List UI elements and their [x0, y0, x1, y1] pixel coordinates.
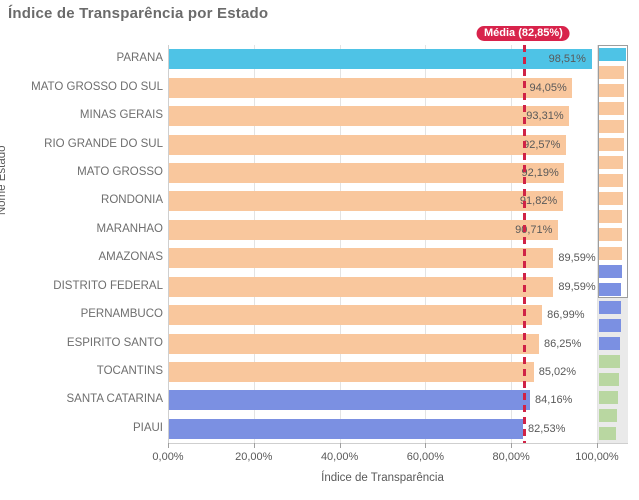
bar-amazonas[interactable] — [169, 248, 554, 269]
category-label-mato-grosso-do-sul: MATO GROSSO DO SUL — [31, 80, 163, 93]
minimap-bar — [599, 137, 624, 152]
minimap-bar — [599, 246, 622, 260]
minimap-bar — [599, 373, 619, 387]
gridline — [511, 45, 513, 443]
bar-value-label: 94,05% — [529, 81, 567, 94]
bar-value-label: 89,59% — [558, 280, 596, 293]
x-tick-label: 20,00% — [235, 451, 273, 463]
x-tick-mark — [168, 443, 169, 448]
x-tick-mark — [339, 443, 341, 448]
minimap-bar — [599, 47, 626, 61]
category-label-piaui: PIAUI — [132, 421, 163, 434]
category-label-minas-gerais: MINAS GERAIS — [79, 109, 163, 122]
category-label-distrito-federal: DISTRITO FEDERAL — [53, 279, 163, 292]
bar-value-label: 90,71% — [515, 223, 553, 236]
bar-value-label: 84,16% — [535, 394, 573, 407]
bar-value-label: 86,99% — [547, 309, 585, 322]
bar-rondonia[interactable] — [169, 191, 563, 212]
x-tick-mark — [425, 443, 427, 448]
minimap-bar — [599, 300, 621, 314]
minimap-bar — [599, 192, 624, 206]
minimap-bar — [599, 174, 624, 188]
minimap-scrollbar[interactable] — [598, 45, 628, 444]
bar-value-label: 85,02% — [538, 365, 577, 378]
category-label-mato-grosso: MATO GROSSO — [77, 165, 163, 178]
minimap-bar — [599, 156, 624, 170]
minimap-bar — [599, 409, 617, 423]
bar-mato-grosso[interactable] — [169, 162, 565, 183]
minimap-bar — [599, 101, 624, 115]
bar-parana[interactable] — [169, 49, 592, 70]
bar-value-label: 92,19% — [521, 166, 559, 179]
category-label-rio-grande-do-sul: RIO GRANDE DO SUL — [44, 137, 163, 150]
gridline — [253, 45, 255, 443]
minimap-bar — [599, 282, 622, 296]
x-tick-label: 40,00% — [320, 451, 359, 463]
bar-value-label: 93,31% — [526, 110, 564, 123]
minimap-bar — [599, 427, 616, 441]
minimap-bar — [599, 355, 620, 369]
chart-title: Índice de Transparência por Estado — [8, 5, 269, 22]
bar-value-label: 82,53% — [528, 422, 566, 435]
minimap-bar — [599, 318, 621, 332]
x-tick-label: 0,00% — [152, 451, 184, 463]
bar-value-label: 86,25% — [544, 337, 582, 350]
minimap-bar — [599, 228, 623, 242]
x-axis-title: Índice de Transparência — [321, 472, 444, 484]
bar-distrito-federal[interactable] — [169, 276, 554, 297]
mean-reference-line — [522, 45, 526, 443]
bar-maranhao[interactable] — [169, 219, 559, 240]
bar-value-label: 89,59% — [558, 252, 596, 265]
x-tick-mark — [511, 443, 513, 448]
category-label-santa-catarina: SANTA CATARINA — [66, 393, 164, 406]
minimap-bar — [599, 119, 624, 133]
plot-area: 98,51% 94,05% 93,31% 92,57% 92,19% 91,82% 90,7… — [168, 45, 598, 444]
category-label-pernambuco: PERNAMBUCO — [80, 308, 163, 321]
mean-badge: Média (82,85%) — [476, 26, 570, 41]
x-tick-label: 60,00% — [406, 451, 445, 463]
gridline — [339, 45, 341, 443]
minimap-bar — [599, 264, 622, 278]
bar-value-label: 98,51% — [548, 53, 586, 66]
minimap-bar — [599, 65, 625, 79]
category-label-espirito-santo: ESPIRITO SANTO — [66, 336, 163, 349]
gridline — [425, 45, 427, 443]
category-label-amazonas: AMAZONAS — [98, 251, 163, 264]
bar-mato-grosso-do-sul[interactable] — [169, 77, 573, 98]
bar-espirito-santo[interactable] — [169, 333, 539, 354]
bar-minas-gerais[interactable] — [169, 106, 570, 127]
minimap-bar — [599, 391, 618, 405]
bar-value-label: 91,82% — [519, 195, 558, 208]
bar-santa-catarina[interactable] — [169, 390, 531, 411]
category-label-maranhao: MARANHAO — [96, 222, 163, 235]
bar-piaui[interactable] — [169, 418, 524, 439]
minimap-bar — [599, 210, 623, 224]
bar-rio-grande-do-sul[interactable] — [169, 134, 567, 155]
category-label-parana: PARANA — [116, 52, 163, 65]
x-tick-label: 80,00% — [492, 451, 530, 463]
bar-tocantins[interactable] — [169, 361, 534, 382]
minimap-bar — [599, 83, 625, 97]
bar-pernambuco[interactable] — [169, 305, 543, 326]
x-tick-mark — [253, 443, 255, 448]
category-label-rondonia: RONDONIA — [101, 194, 163, 207]
minimap-bar — [599, 336, 621, 351]
x-tick-mark — [597, 443, 598, 448]
x-tick-label: 100,00% — [575, 451, 619, 463]
category-label-tocantins: TOCANTINS — [96, 364, 163, 377]
gridline — [597, 45, 598, 443]
bar-value-label: 92,57% — [523, 138, 561, 151]
